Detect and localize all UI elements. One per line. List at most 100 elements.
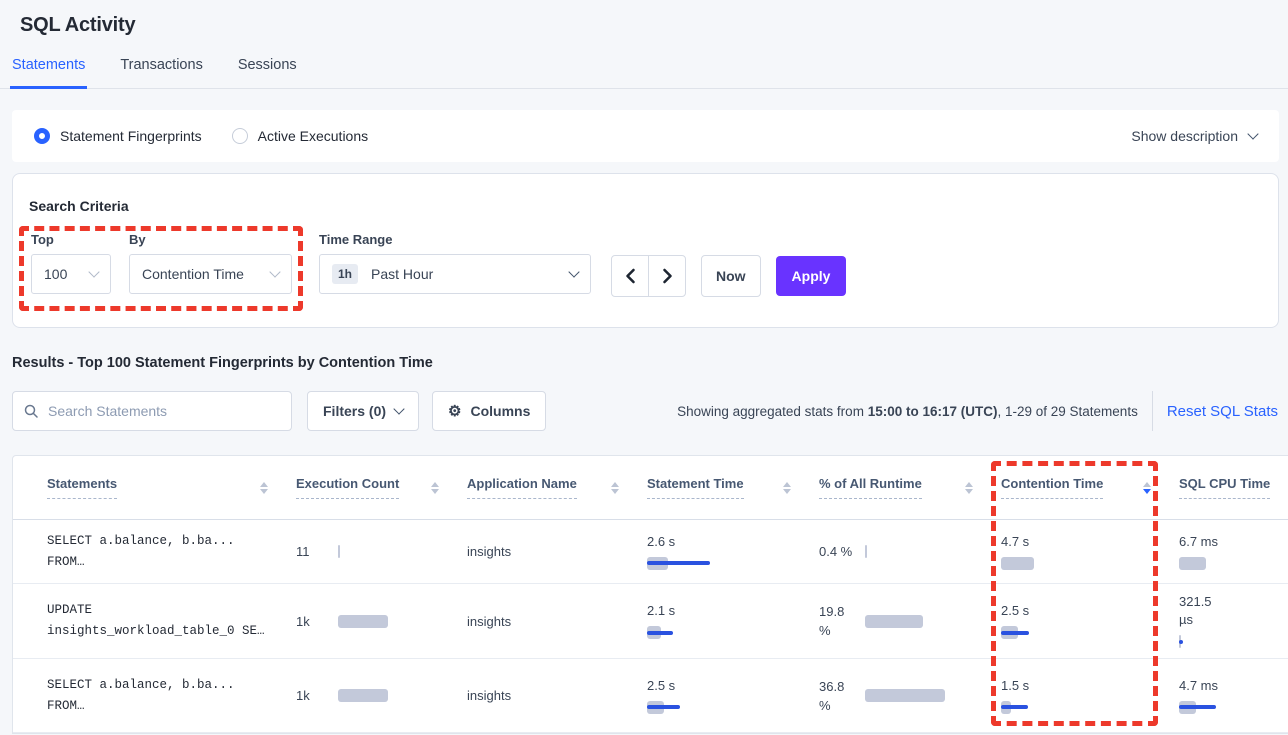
execution-count-cell: 11 — [296, 544, 467, 559]
radio-label: Statement Fingerprints — [60, 128, 202, 144]
stddev-line — [647, 705, 680, 709]
header-pct-all-runtime[interactable]: % of All Runtime — [819, 476, 1001, 499]
pct-runtime-cell: 36.8 % — [819, 677, 1001, 715]
time-range-value: Past Hour — [371, 266, 434, 282]
radio-unselected-icon — [231, 128, 248, 144]
table-row[interactable]: SELECT a.balance, b.ba... FROM… 1k insig… — [13, 659, 1288, 733]
value-bar — [1179, 556, 1206, 570]
value-bar — [865, 545, 867, 558]
filters-button[interactable]: Filters (0) — [307, 391, 420, 431]
header-statement-time[interactable]: Statement Time — [647, 476, 819, 499]
chevron-down-icon — [568, 266, 580, 278]
sort-icon — [611, 481, 619, 494]
table-header-row: Statements Execution Count Application N… — [13, 456, 1288, 520]
top-select[interactable]: 100 — [31, 254, 111, 294]
value-bar — [338, 545, 340, 558]
chevron-down-icon — [1247, 128, 1259, 140]
search-input[interactable] — [46, 402, 291, 420]
stddev-line — [1179, 639, 1183, 644]
value-bar — [1001, 556, 1034, 570]
show-description-label: Show description — [1131, 128, 1238, 144]
statement-fingerprint-link[interactable]: SELECT a.balance, b.ba... FROM… — [47, 533, 235, 569]
by-label: By — [129, 232, 146, 247]
top-label: Top — [31, 232, 54, 247]
time-range-select[interactable]: 1h Past Hour — [319, 254, 591, 294]
header-application-name[interactable]: Application Name — [467, 476, 647, 499]
sort-icon — [260, 481, 268, 494]
stats-time-range: 15:00 to 16:17 (UTC) — [867, 403, 998, 419]
filters-label: Filters (0) — [323, 403, 387, 419]
tab-statements[interactable]: Statements — [10, 57, 88, 89]
search-criteria-heading: Search Criteria — [29, 198, 129, 214]
value-bar — [865, 614, 923, 628]
stddev-line — [647, 561, 710, 565]
chevron-down-icon — [269, 266, 281, 278]
radio-label: Active Executions — [257, 128, 369, 144]
application-name-cell: insights — [467, 688, 512, 703]
top-select-value: 100 — [44, 266, 68, 282]
application-name-cell: insights — [467, 613, 512, 629]
statements-table: Statements Execution Count Application N… — [12, 455, 1288, 734]
statement-fingerprint-link[interactable]: SELECT a.balance, b.ba... FROM… — [47, 677, 235, 713]
sql-cpu-time-cell: 6.7 ms — [1179, 533, 1288, 571]
by-select-value: Contention Time — [142, 266, 244, 282]
tab-sessions[interactable]: Sessions — [237, 57, 297, 73]
value-bar — [338, 689, 388, 702]
stddev-line — [1179, 705, 1216, 709]
contention-time-cell: 1.5 s — [1001, 677, 1179, 715]
gear-icon: ⚙ — [448, 402, 462, 420]
tab-transactions[interactable]: Transactions — [120, 57, 203, 73]
header-statements[interactable]: Statements — [47, 476, 296, 499]
time-range-label: Time Range — [319, 232, 393, 247]
table-row[interactable]: UPDATE insights_workload_table_0 SE… 1k … — [13, 584, 1288, 659]
header-execution-count[interactable]: Execution Count — [296, 476, 467, 499]
results-heading: Results - Top 100 Statement Fingerprints… — [12, 355, 433, 371]
time-range-badge: 1h — [332, 264, 359, 284]
page-title: SQL Activity — [20, 14, 136, 36]
execution-count-cell: 1k — [296, 614, 467, 629]
statement-fingerprint-link[interactable]: UPDATE insights_workload_table_0 SE… — [47, 603, 265, 638]
chevron-down-icon — [88, 266, 100, 278]
contention-time-cell: 4.7 s — [1001, 533, 1179, 571]
now-button[interactable]: Now — [701, 255, 761, 297]
value-bar — [865, 689, 945, 702]
sort-desc-icon — [1143, 481, 1151, 494]
radio-selected-icon — [34, 128, 50, 144]
columns-button[interactable]: ⚙ Columns — [432, 391, 547, 431]
sql-cpu-time-cell: 321.5 µs — [1179, 593, 1288, 649]
show-description-toggle[interactable]: Show description — [1131, 128, 1259, 144]
contention-time-cell: 2.5 s — [1001, 602, 1179, 640]
stddev-line — [1001, 705, 1028, 709]
radio-statement-fingerprints[interactable]: Statement Fingerprints — [34, 128, 202, 144]
toolbar-divider — [1151, 391, 1153, 431]
reset-sql-stats-link[interactable]: Reset SQL Stats — [1166, 402, 1278, 420]
view-toggle-band: Statement Fingerprints Active Executions… — [12, 110, 1279, 162]
by-field-group: By Contention Time — [129, 232, 292, 294]
results-toolbar: Filters (0) ⚙ Columns Showing aggregated… — [12, 391, 1279, 431]
by-select[interactable]: Contention Time — [129, 254, 292, 294]
columns-label: Columns — [470, 403, 531, 419]
top-field-group: Top 100 — [31, 232, 111, 294]
header-contention-time[interactable]: Contention Time — [1001, 476, 1179, 499]
value-bar — [338, 614, 388, 628]
chevron-down-icon — [393, 403, 405, 415]
search-criteria-card: Search Criteria Top 100 By Contention Ti… — [12, 173, 1279, 328]
chevron-right-icon — [662, 268, 672, 284]
application-name-cell: insights — [467, 544, 512, 559]
tab-bar: Statements Transactions Sessions — [0, 57, 1288, 89]
radio-active-executions[interactable]: Active Executions — [231, 128, 369, 144]
header-sql-cpu-time[interactable]: SQL CPU Time — [1179, 476, 1288, 499]
statement-time-cell: 2.6 s — [647, 533, 819, 571]
previous-time-window-button[interactable] — [611, 255, 649, 297]
next-time-window-button[interactable] — [648, 255, 686, 297]
time-range-field-group: Time Range 1h Past Hour — [319, 232, 591, 294]
statement-time-cell: 2.5 s — [647, 677, 819, 715]
stddev-line — [1001, 630, 1029, 635]
pct-runtime-cell: 19.8 % — [819, 602, 1001, 640]
table-row[interactable]: SELECT a.balance, b.ba... FROM… 11 insig… — [13, 520, 1288, 584]
apply-button[interactable]: Apply — [776, 256, 846, 296]
statement-search-box — [12, 391, 292, 431]
aggregated-stats-text: Showing aggregated stats from 15:00 to 1… — [677, 403, 1138, 419]
sql-cpu-time-cell: 4.7 ms — [1179, 677, 1288, 715]
